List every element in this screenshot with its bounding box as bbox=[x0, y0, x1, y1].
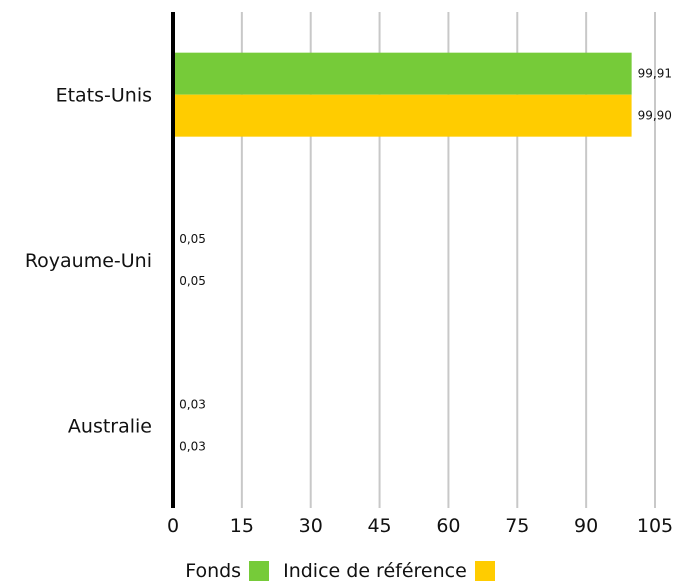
legend-label-indice: Indice de référence bbox=[283, 559, 467, 582]
category-labels: Etats-Unis Royaume-Uni Australie bbox=[25, 85, 152, 438]
x-tick-label: 90 bbox=[574, 515, 598, 537]
legend-swatch-indice bbox=[474, 560, 495, 581]
x-tick-label: 105 bbox=[637, 515, 673, 537]
value-labels: 99,91 99,90 0,05 0,05 0,03 0,03 bbox=[179, 67, 672, 454]
x-tick-label: 45 bbox=[367, 515, 391, 537]
x-tick-label: 0 bbox=[167, 515, 179, 537]
x-tick-label: 75 bbox=[505, 515, 529, 537]
x-tick-label: 15 bbox=[230, 515, 254, 537]
legend-item-indice: Indice de référence bbox=[283, 560, 495, 582]
bar bbox=[173, 52, 632, 95]
bar-chart: 99,91 99,90 0,05 0,05 0,03 0,03 Etats-Unis Roy… bbox=[25, 12, 673, 537]
x-tick-labels: 0 15 30 45 60 75 90 105 bbox=[167, 515, 673, 537]
value-label: 0,05 bbox=[179, 274, 206, 288]
x-tick-label: 60 bbox=[436, 515, 460, 537]
value-label: 99,90 bbox=[638, 109, 672, 123]
category-label: Royaume-Uni bbox=[25, 250, 152, 272]
value-label: 0,05 bbox=[179, 232, 206, 246]
value-label: 0,03 bbox=[179, 439, 206, 453]
bar bbox=[173, 94, 632, 137]
category-label: Australie bbox=[68, 415, 152, 437]
value-label: 0,03 bbox=[179, 397, 206, 411]
legend-item-fonds: Fonds bbox=[185, 559, 270, 582]
legend-label-fonds: Fonds bbox=[185, 559, 242, 582]
bars bbox=[173, 52, 632, 468]
x-tick-label: 30 bbox=[299, 515, 323, 537]
value-label: 99,91 bbox=[638, 67, 672, 81]
legend-swatch-fonds bbox=[249, 560, 270, 581]
legend: Fonds Indice de référence bbox=[0, 558, 680, 583]
category-label: Etats-Unis bbox=[56, 85, 152, 107]
